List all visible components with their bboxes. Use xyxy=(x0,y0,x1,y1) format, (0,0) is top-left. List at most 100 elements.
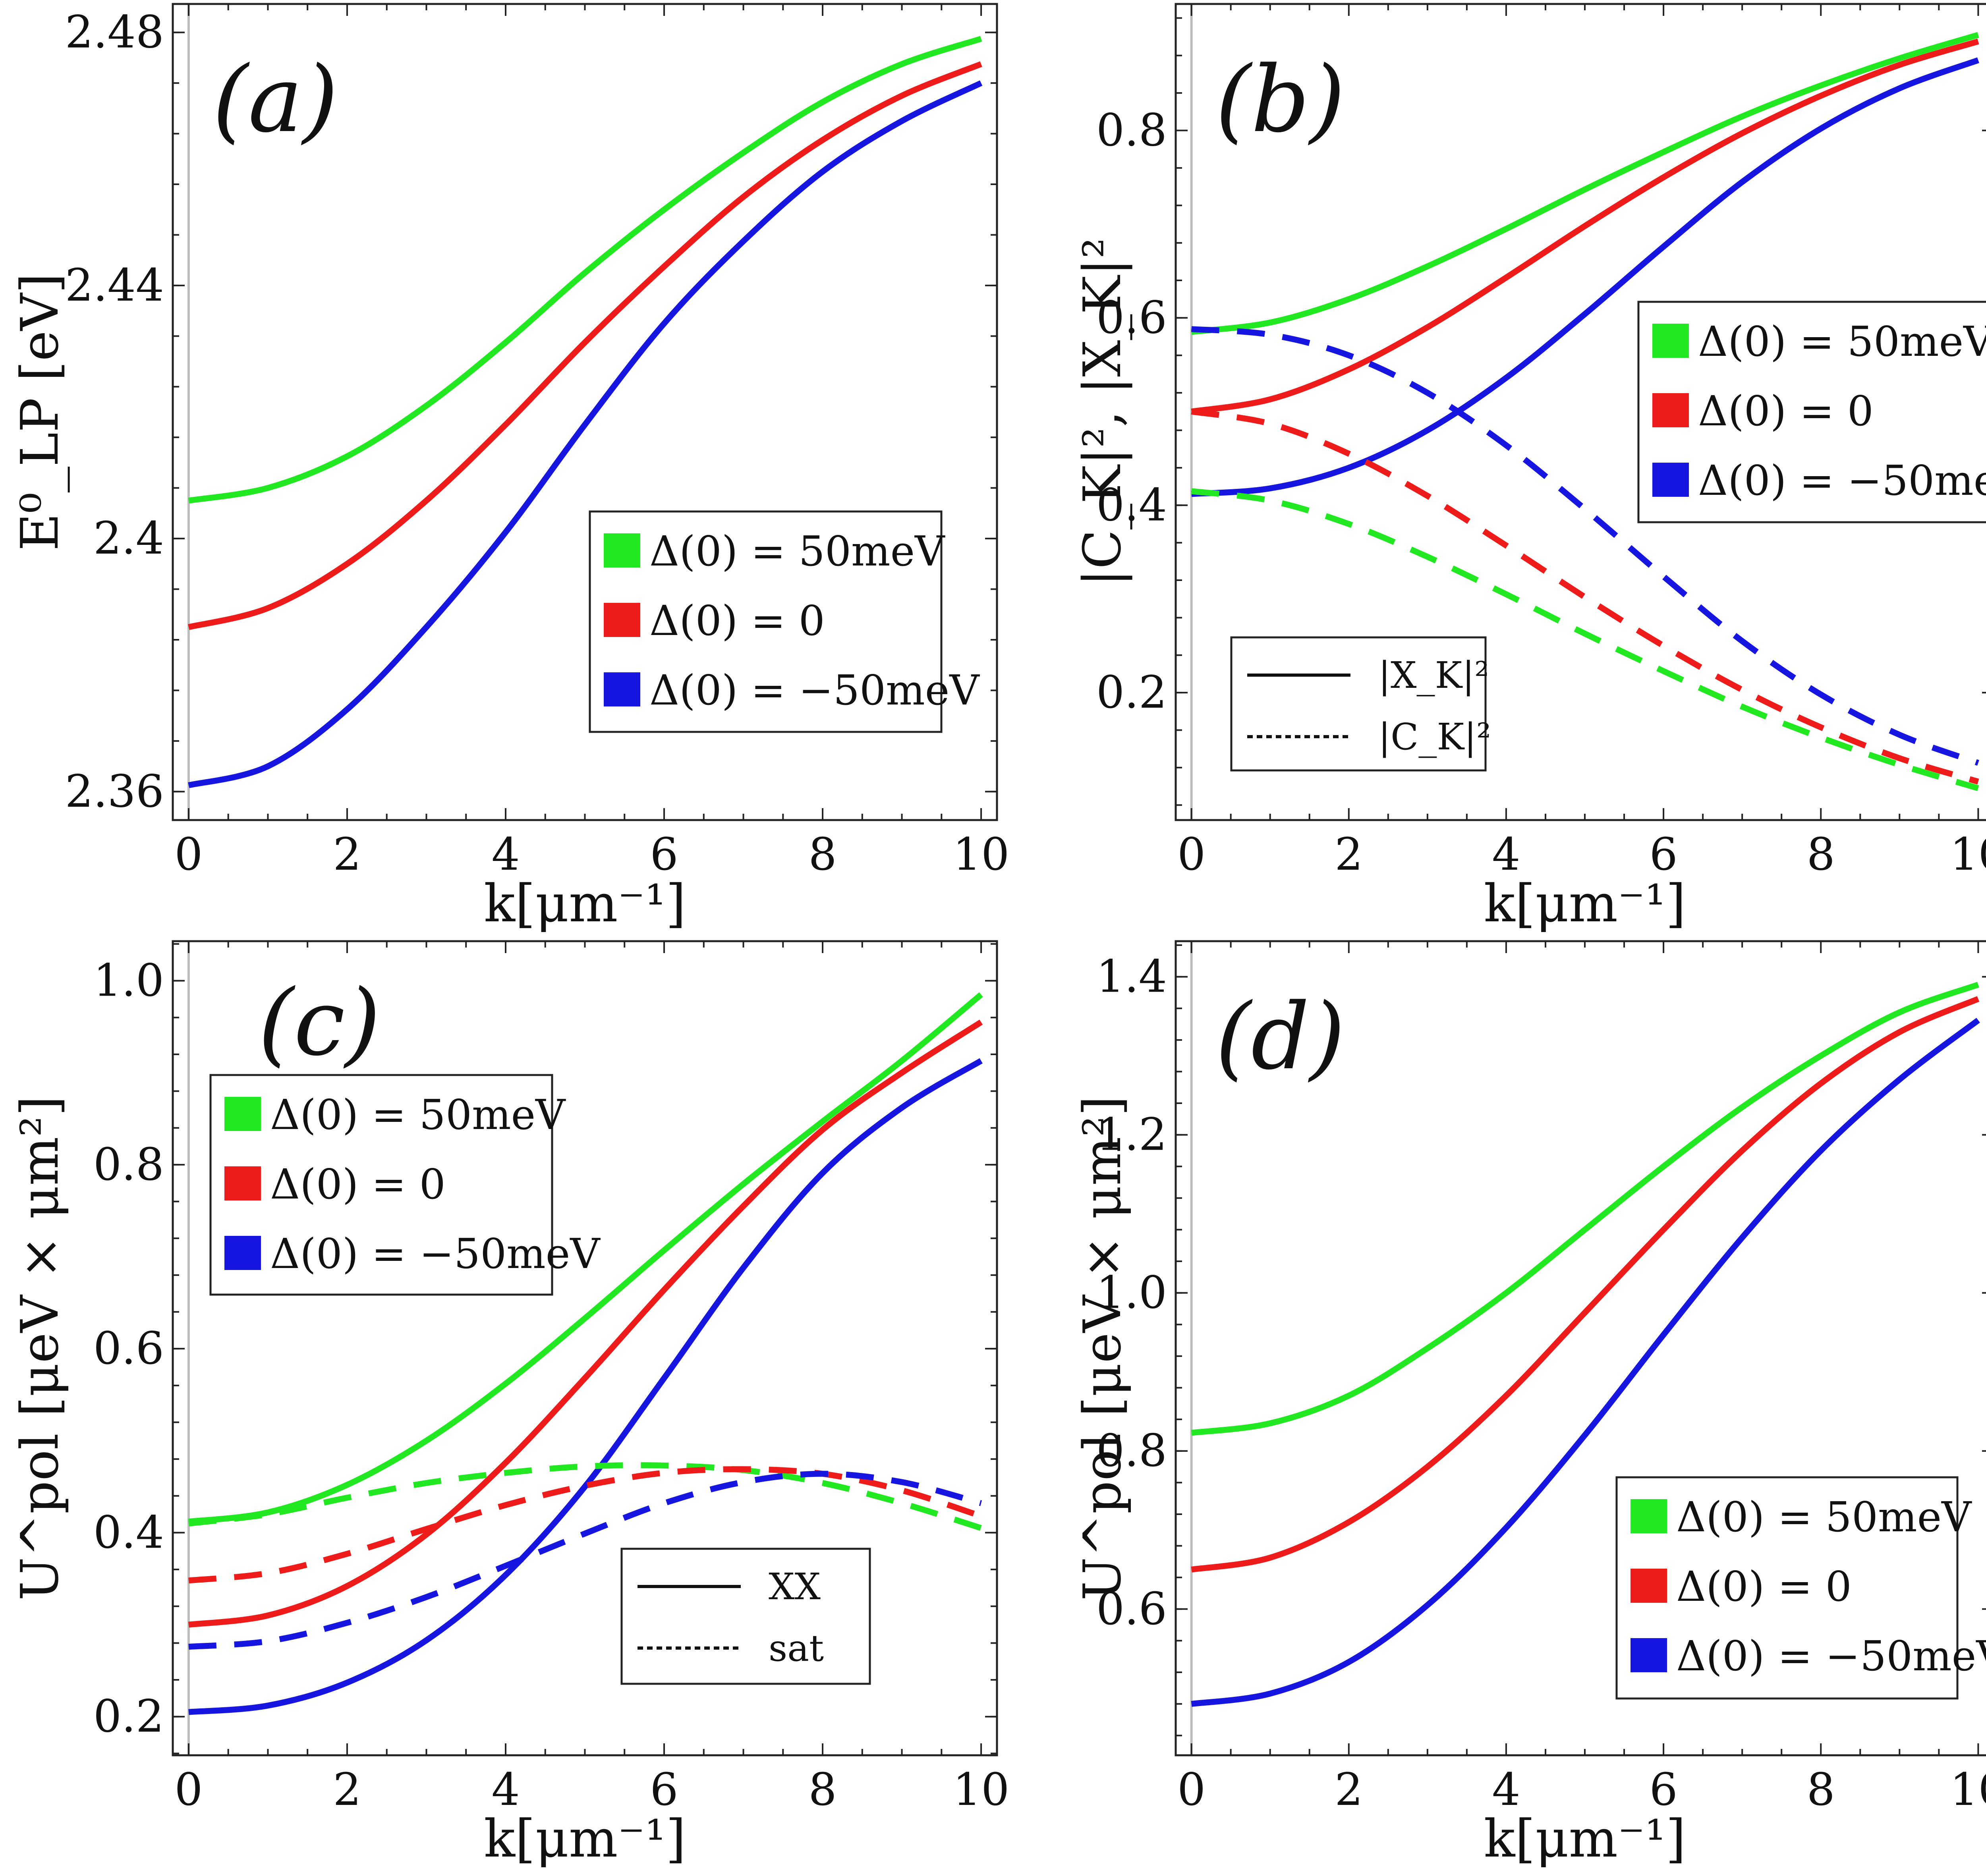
legend-swatch xyxy=(1631,1638,1667,1672)
y-tick-label: 2.44 xyxy=(65,260,164,311)
legend-swatch xyxy=(604,603,640,637)
y-tick-label: 2.4 xyxy=(93,513,164,564)
y-tick-label: 0.2 xyxy=(1096,667,1167,718)
panel-tag: (c) xyxy=(258,970,381,1076)
panel-tag: (a) xyxy=(213,47,338,153)
style-legend: XX sat xyxy=(620,1548,871,1685)
x-tick-label: 2 xyxy=(1335,1764,1363,1816)
y-axis-label: E⁰_LP [eV] xyxy=(10,273,70,551)
legend-label: Δ(0) = −50meV xyxy=(1676,1632,1986,1680)
legend: Δ(0) = 50meV Δ(0) = 0 Δ(0) = −50meV xyxy=(1637,301,1986,523)
x-tick-label: 6 xyxy=(650,829,678,880)
y-tick-label: 0.6 xyxy=(1096,1583,1167,1635)
style-legend-label: sat xyxy=(769,1627,824,1669)
series-line-red-solid xyxy=(1191,996,1980,1573)
x-tick-label: 6 xyxy=(1649,1764,1677,1816)
legend-swatch xyxy=(1631,1499,1667,1533)
y-tick-label: 1.0 xyxy=(1096,1267,1167,1319)
series-line-red-solid xyxy=(188,61,982,630)
legend-label: Δ(0) = 0 xyxy=(1676,1562,1852,1611)
series-line-green-solid xyxy=(1191,32,1979,335)
y-tick-label: 0.6 xyxy=(93,1323,164,1374)
x-tick-label: 2 xyxy=(1335,829,1363,880)
series-line-green-solid xyxy=(1191,982,1979,1436)
style-legend-box xyxy=(1230,636,1487,772)
x-tick-label: 8 xyxy=(808,829,837,880)
legend-swatch xyxy=(1652,393,1689,427)
y-tick-label: 0.4 xyxy=(93,1507,164,1558)
y-tick-label: 0.4 xyxy=(1096,479,1167,531)
y-axis-label: |C_K|², |X_K|² xyxy=(1072,237,1132,586)
legend-label: Δ(0) = 50meV xyxy=(1676,1493,1972,1541)
style-legend: |X_K|² |C_K|² xyxy=(1230,636,1491,772)
y-tick-label: 2.36 xyxy=(65,766,164,817)
legend-label: Δ(0) = 0 xyxy=(270,1160,446,1208)
x-tick-label: 0 xyxy=(1177,1764,1206,1816)
legend-label: Δ(0) = 0 xyxy=(1698,387,1874,435)
legend-swatch xyxy=(1652,463,1689,497)
series-line-green-dashed xyxy=(188,1462,982,1531)
series-line-red-solid xyxy=(188,1019,983,1628)
x-tick-label: 4 xyxy=(491,829,520,880)
y-axis-label: U^pol [μeV × μm²] xyxy=(1072,1096,1132,1600)
x-tick-label: 2 xyxy=(333,829,361,880)
legend-label: Δ(0) = −50meV xyxy=(270,1229,601,1278)
y-tick-label: 0.8 xyxy=(1096,1425,1167,1477)
series-line-red-solid xyxy=(1191,39,1979,415)
series-line-blue-solid xyxy=(1191,1018,1980,1707)
x-axis-label: k[μm⁻¹] xyxy=(1484,873,1686,934)
series-line-blue-dashed xyxy=(188,1471,982,1650)
legend-label: Δ(0) = −50meV xyxy=(649,666,980,714)
series-line-blue-solid xyxy=(188,1058,983,1715)
style-legend-box xyxy=(620,1548,871,1685)
legend-swatch xyxy=(224,1097,261,1131)
y-tick-label: 0.2 xyxy=(93,1691,164,1743)
x-axis-label: k[μm⁻¹] xyxy=(484,873,686,934)
x-tick-label: 10 xyxy=(953,829,1010,880)
series-line-green-dashed xyxy=(1191,488,1979,791)
series-line-blue-solid xyxy=(1191,57,1979,497)
x-tick-label: 10 xyxy=(953,1764,1010,1816)
y-tick-label: 1.4 xyxy=(1096,951,1167,1003)
legend-box xyxy=(589,510,943,733)
legend-label: Δ(0) = 50meV xyxy=(649,527,945,575)
x-axis-label: k[μm⁻¹] xyxy=(484,1808,686,1869)
chart-panel: 0 2 4 6 8 10 0.6 0.8 1.0 1.2 1.4 (d) k[μm⁻¹] U^pol [μ… xyxy=(1072,940,1986,1869)
legend-box xyxy=(209,1074,553,1296)
legend-box xyxy=(1615,1476,1959,1700)
legend-label: Δ(0) = 50meV xyxy=(270,1090,566,1139)
x-tick-label: 4 xyxy=(1492,829,1520,880)
chart-panel: 0 2 4 6 8 10 0.2 0.4 0.6 0.8 (b) k[μm⁻¹] |C_K|², |X_… xyxy=(1072,3,1986,934)
style-legend-label: |X_K|² xyxy=(1378,654,1489,697)
y-axis-label: U^pol [μeV × μm²] xyxy=(10,1096,70,1600)
x-tick-label: 8 xyxy=(1807,1764,1835,1816)
legend-label: Δ(0) = −50meV xyxy=(1698,456,1986,505)
legend-swatch xyxy=(224,1166,261,1200)
series-line-green-solid xyxy=(188,992,983,1525)
chart-panel: 0 2 4 6 8 10 0.2 0.4 0.6 0.8 1.0 (c) k[μm⁻¹] U^pol [μ… xyxy=(10,940,1010,1869)
x-tick-label: 10 xyxy=(1950,1764,1986,1816)
y-tick-label: 0.6 xyxy=(1096,292,1167,344)
series-line-blue-dashed xyxy=(1191,326,1979,766)
legend-swatch xyxy=(224,1236,261,1270)
x-tick-label: 6 xyxy=(650,1764,678,1816)
legend-swatch xyxy=(1652,324,1689,358)
series-line-green-solid xyxy=(188,36,982,504)
x-tick-label: 4 xyxy=(1492,1764,1520,1816)
series-line-blue-solid xyxy=(188,80,983,788)
x-tick-label: 0 xyxy=(174,829,203,880)
legend: Δ(0) = 50meV Δ(0) = 0 Δ(0) = −50meV xyxy=(1615,1476,1986,1700)
x-tick-label: 0 xyxy=(174,1764,203,1816)
series-line-red-dashed xyxy=(1191,408,1979,785)
legend-label: Δ(0) = 50meV xyxy=(1698,317,1986,366)
panel-tag: (b) xyxy=(1215,47,1345,153)
y-tick-label: 0.8 xyxy=(1096,105,1167,156)
x-tick-label: 10 xyxy=(1950,829,1986,880)
legend-box xyxy=(1637,301,1986,523)
x-tick-label: 6 xyxy=(1649,829,1677,880)
y-tick-label: 1.0 xyxy=(93,955,164,1007)
x-tick-label: 4 xyxy=(491,1764,520,1816)
chart-panel: 0 2 4 6 8 10 2.36 2.4 2.44 2.48 (a) k[μm⁻¹] E⁰_LP [e… xyxy=(10,3,1010,934)
legend-swatch xyxy=(604,533,640,567)
